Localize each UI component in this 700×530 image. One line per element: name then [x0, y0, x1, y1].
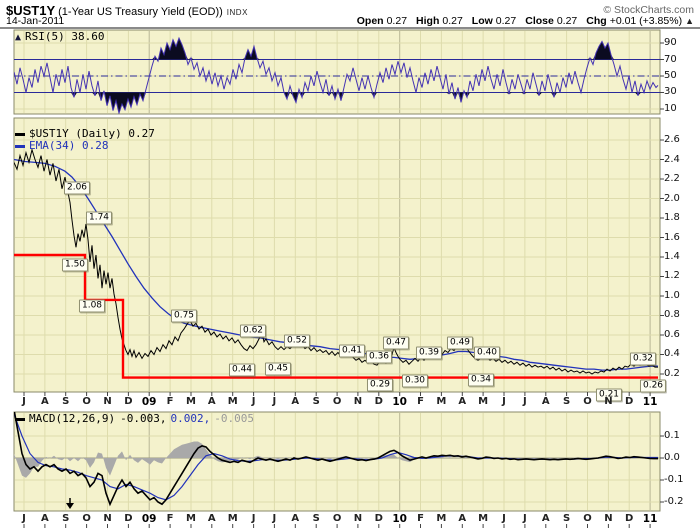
symbol: $UST1Y: [6, 3, 56, 18]
low-value: 0.27: [495, 15, 517, 27]
macd-legend-label: MACD(12,26,9): [29, 412, 116, 425]
ema-line-swatch-icon: [15, 144, 25, 148]
ema-legend-row: EMA(34) 0.28: [15, 140, 155, 152]
macd-legend: MACD(12,26,9) -0.003, 0.002, -0.005: [15, 413, 254, 425]
symbol-description: (1-Year US Treasury Yield (EOD)): [58, 6, 223, 18]
up-arrow-icon: ▲: [685, 16, 694, 26]
exchange-label: INDX: [226, 8, 248, 17]
header-divider: [0, 27, 700, 29]
title-row: $UST1Y (1-Year US Treasury Yield (EOD)) IN…: [6, 2, 248, 20]
price-line-swatch-icon: [15, 132, 25, 136]
rsi-line: [14, 36, 659, 114]
open-value: 0.27: [386, 15, 408, 27]
chg-value: +0.01 (+3.85%): [609, 15, 683, 27]
rsi-series-group: [14, 36, 660, 114]
price-legend-symbol-row: $UST1Y (Daily) 0.27: [15, 128, 155, 140]
rsi-legend: ▲ RSI(5) 38.60: [15, 31, 105, 44]
chg-label: Chg: [586, 15, 607, 27]
macd-hist-value: -0.005: [214, 412, 254, 425]
low-label: Low: [471, 15, 493, 27]
rsi-overbought-fill: [14, 38, 658, 60]
macd-line-swatch-icon: [15, 417, 25, 421]
area-chart-icon: ▲: [15, 32, 22, 43]
high-value: 0.27: [442, 15, 463, 27]
macd-series-group: [14, 412, 660, 509]
open-label: Open: [356, 15, 384, 27]
price-legend: $UST1Y (Daily) 0.27 EMA(34) 0.28: [15, 128, 155, 152]
macd-line: [14, 412, 658, 507]
quote-row: Open 0.27 High 0.27 Low 0.27 Close 0.27 Chg +0.01…: [348, 15, 694, 27]
macd-signal-value: 0.002,: [170, 412, 211, 425]
copyright: © StockCharts.com: [603, 4, 694, 16]
ema-legend-label: EMA(34) 0.28: [29, 139, 109, 152]
high-label: High: [416, 15, 440, 27]
price-legend-label: $UST1Y (Daily) 0.27: [29, 127, 155, 140]
chart-date: 14-Jan-2011: [6, 15, 65, 27]
price-line: [14, 147, 658, 375]
close-value: 0.27: [556, 15, 578, 27]
clip-arrow-down-icon: [66, 503, 74, 509]
macd-value: -0.003,: [120, 412, 167, 425]
close-label: Close: [525, 15, 554, 27]
rsi-legend-label: RSI(5) 38.60: [25, 30, 105, 43]
macd-histogram: [14, 441, 658, 478]
